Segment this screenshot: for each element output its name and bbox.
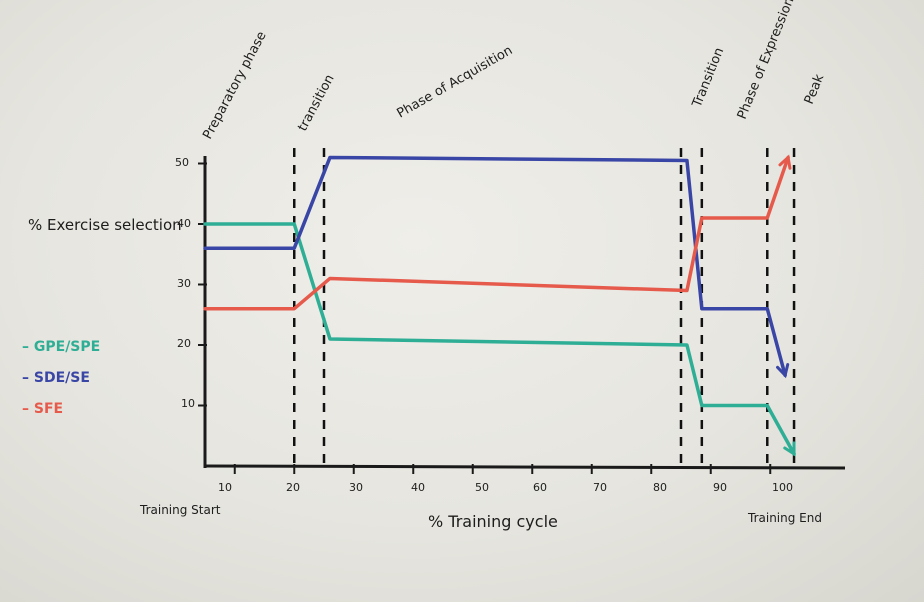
phase-label: Preparatory phase (200, 29, 269, 142)
y-tick-label: 10 (181, 397, 195, 410)
legend-item-gpe-spe: – GPE/SPE (22, 339, 100, 355)
x-end-label: Training End (747, 511, 822, 525)
legend-item-sfe: – SFE (22, 401, 63, 417)
arrowhead-icon (776, 363, 790, 379)
x-tick-label: 50 (475, 481, 489, 494)
y-axis-label: % Exercise selection (28, 216, 182, 234)
x-tick-label: 70 (593, 481, 607, 494)
phase-label: transition (295, 72, 337, 134)
y-tick-label: 30 (177, 277, 191, 290)
y-tick-label: 40 (177, 217, 191, 230)
series-line-sde-se (203, 155, 787, 377)
x-tick-label: 80 (653, 481, 667, 494)
x-tick-label: 10 (218, 481, 232, 494)
phase-label: Peak (802, 72, 828, 107)
x-start-label: Training Start (139, 503, 221, 517)
x-tick-label: 60 (533, 481, 547, 494)
x-axis (204, 464, 846, 470)
phase-label: Transition (689, 46, 727, 111)
series-line-sfe (203, 155, 790, 311)
x-tick-label: 40 (411, 481, 425, 494)
arrowhead-icon (783, 441, 796, 457)
series-line-gpe-spe (203, 222, 796, 456)
x-tick-label: 30 (349, 481, 363, 494)
x-tick-label: 100 (772, 481, 793, 494)
phase-label: Phase of Acquisition (395, 43, 516, 121)
x-axis-label: % Training cycle (428, 512, 558, 531)
y-tick-label: 50 (175, 156, 189, 169)
x-tick-label: 90 (713, 481, 727, 494)
phase-label: Phase of Expression (735, 0, 798, 121)
legend-item-sde-se: – SDE/SE (22, 370, 90, 386)
x-tick-label: 20 (286, 481, 300, 494)
y-tick-label: 20 (177, 337, 191, 350)
arrowhead-icon (778, 154, 792, 170)
